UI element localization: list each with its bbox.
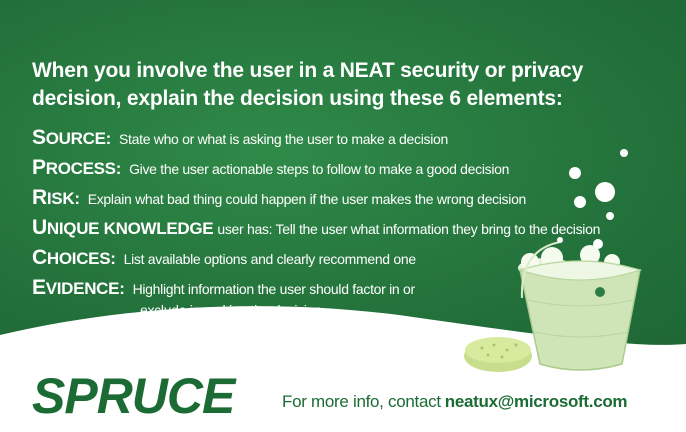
element-label: UNIQUE KNOWLEDGE	[32, 216, 214, 239]
element-description: Highlight information the user should fa…	[132, 281, 416, 297]
element-description: Give the user actionable steps to follow…	[129, 161, 510, 177]
element-description: user has: Tell the user what information…	[217, 221, 601, 237]
element-label: PROCESS:	[32, 156, 122, 179]
element-risk: RISK: Explain what bad thing could happen…	[32, 186, 526, 212]
element-description: List available options and clearly recom…	[123, 251, 417, 267]
contact-email-link[interactable]: neatux@microsoft.com	[444, 392, 628, 411]
element-choices: CHOICES: List available options and clear…	[32, 246, 416, 272]
bucket-icon	[518, 241, 642, 371]
headline: When you involve the user in a NEAT secu…	[32, 59, 584, 110]
element-label: CHOICES:	[32, 246, 116, 269]
element-unique-knowledge: UNIQUE KNOWLEDGE user has: Tell the user …	[32, 216, 600, 242]
element-source: SOURCE: State who or what is asking the u…	[32, 126, 448, 152]
element-label: EVIDENCE:	[32, 276, 125, 299]
element-description-continued: exclude in making the decision	[140, 302, 322, 318]
element-description: Explain what bad thing could happen if t…	[87, 191, 527, 207]
element-description: State who or what is asking the user to …	[118, 131, 449, 147]
spruce-logo: SPRUCE	[32, 368, 235, 424]
sponge-icon	[464, 337, 532, 372]
contact-line: For more info, contact neatux@microsoft.c…	[282, 392, 628, 412]
white-swoosh	[0, 306, 686, 432]
element-label: SOURCE:	[32, 126, 111, 149]
contact-prefix: For more info, contact	[282, 392, 441, 411]
bubble-icons	[557, 149, 628, 249]
element-process: PROCESS: Give the user actionable steps t…	[32, 156, 509, 182]
element-label: RISK:	[32, 186, 80, 209]
element-evidence: EVIDENCE: Highlight information the user …	[32, 276, 416, 318]
